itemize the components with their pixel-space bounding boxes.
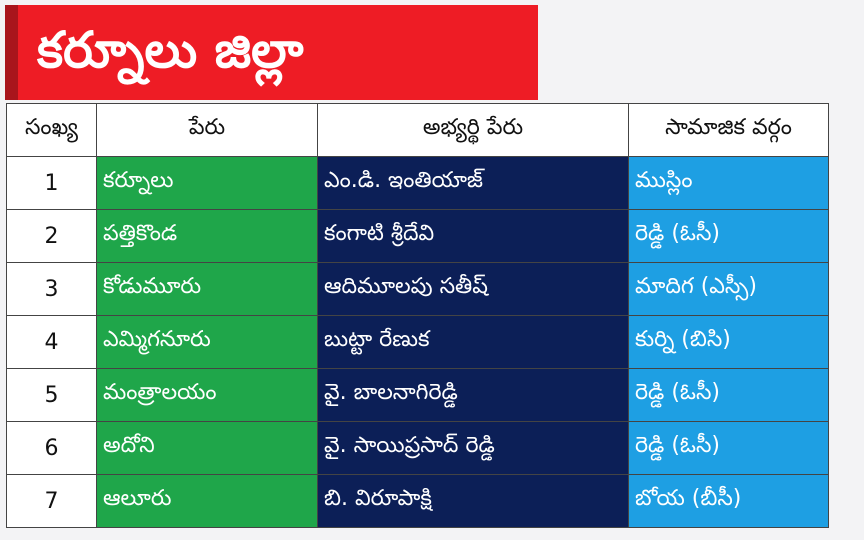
- constituency-name: కోడుమూరు: [96, 262, 318, 316]
- table-row: 2 పత్తికొండ కంగాటి శ్రీదేవి రెడ్డి (ఓసీ): [6, 209, 829, 263]
- row-number: 2: [6, 209, 97, 263]
- row-number: 5: [6, 368, 97, 422]
- candidate-name: వై. సాయిప్రసాద్ రెడ్డి: [317, 421, 629, 475]
- caste-group: రెడ్డి (ఓసీ): [628, 368, 829, 422]
- header-candidate: అభ్యర్థి పేరు: [317, 103, 629, 157]
- candidate-name: బుట్టా రేణుక: [317, 315, 629, 369]
- candidate-name: బి. విరూపాక్షి: [317, 474, 629, 528]
- header-number: సంఖ్య: [6, 103, 97, 157]
- candidates-table: సంఖ్య పేరు అభ్యర్థి పేరు సామాజిక వర్గం 1…: [6, 103, 829, 528]
- page-title: కర్నూలు జిల్లా: [37, 21, 304, 79]
- constituency-name: అదోని: [96, 421, 318, 475]
- caste-group: ముస్లిం: [628, 156, 829, 210]
- title-banner: కర్నూలు జిల్లా: [5, 5, 538, 100]
- constituency-name: ఆలూరు: [96, 474, 318, 528]
- caste-group: రెడ్డి (ఓసీ): [628, 421, 829, 475]
- header-name: పేరు: [96, 103, 318, 157]
- candidate-name: వై. బాలనాగిరెడ్డి: [317, 368, 629, 422]
- candidate-name: ఎం.డి. ఇంతియాజ్: [317, 156, 629, 210]
- candidate-name: కంగాటి శ్రీదేవి: [317, 209, 629, 263]
- row-number: 6: [6, 421, 97, 475]
- table-row: 6 అదోని వై. సాయిప్రసాద్ రెడ్డి రెడ్డి (ఓ…: [6, 421, 829, 475]
- row-number: 7: [6, 474, 97, 528]
- table-row: 1 కర్నూలు ఎం.డి. ఇంతియాజ్ ముస్లిం: [6, 156, 829, 210]
- table-row: 5 మంత్రాలయం వై. బాలనాగిరెడ్డి రెడ్డి (ఓస…: [6, 368, 829, 422]
- caste-group: రెడ్డి (ఓసీ): [628, 209, 829, 263]
- caste-group: బోయ (బీసీ): [628, 474, 829, 528]
- row-number: 1: [6, 156, 97, 210]
- constituency-name: పత్తికొండ: [96, 209, 318, 263]
- candidate-name: ఆదిమూలపు సతీష్: [317, 262, 629, 316]
- title-accent-edge: [5, 5, 18, 100]
- table-header-row: సంఖ్య పేరు అభ్యర్థి పేరు సామాజిక వర్గం: [6, 103, 829, 157]
- constituency-name: ఎమ్మిగనూరు: [96, 315, 318, 369]
- row-number: 4: [6, 315, 97, 369]
- row-number: 3: [6, 262, 97, 316]
- table-row: 4 ఎమ్మిగనూరు బుట్టా రేణుక కుర్ని (బిసి): [6, 315, 829, 369]
- table-row: 3 కోడుమూరు ఆదిమూలపు సతీష్ మాదిగ (ఎస్సీ): [6, 262, 829, 316]
- caste-group: మాదిగ (ఎస్సీ): [628, 262, 829, 316]
- constituency-name: కర్నూలు: [96, 156, 318, 210]
- header-caste: సామాజిక వర్గం: [628, 103, 829, 157]
- caste-group: కుర్ని (బిసి): [628, 315, 829, 369]
- table-row: 7 ఆలూరు బి. విరూపాక్షి బోయ (బీసీ): [6, 474, 829, 528]
- constituency-name: మంత్రాలయం: [96, 368, 318, 422]
